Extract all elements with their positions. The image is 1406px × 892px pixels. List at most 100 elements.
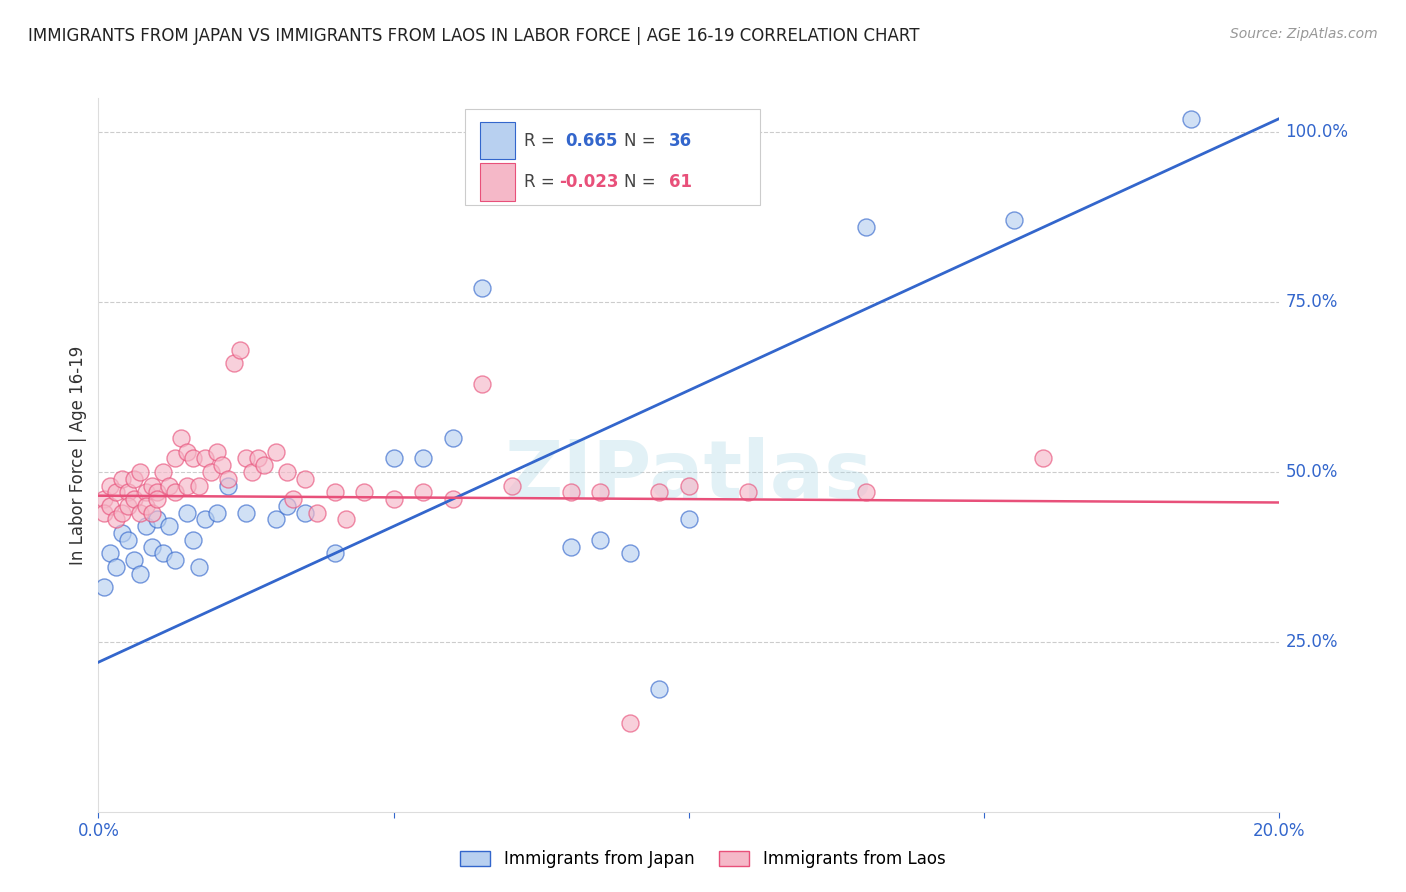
- Point: [1180, 112, 1202, 126]
- Point: [165, 451, 187, 466]
- Y-axis label: In Labor Force | Age 16-19: In Labor Force | Age 16-19: [69, 345, 87, 565]
- Point: [217, 478, 239, 492]
- Point: [648, 682, 671, 697]
- Point: [294, 506, 316, 520]
- Point: [412, 451, 434, 466]
- Point: [157, 519, 180, 533]
- Point: [128, 465, 150, 479]
- Text: 50.0%: 50.0%: [1285, 463, 1337, 481]
- Point: [441, 492, 464, 507]
- Point: [152, 546, 174, 560]
- Point: [264, 512, 287, 526]
- Point: [98, 478, 121, 492]
- Text: Source: ZipAtlas.com: Source: ZipAtlas.com: [1230, 27, 1378, 41]
- Point: [135, 499, 157, 513]
- Point: [105, 512, 128, 526]
- Point: [105, 560, 128, 574]
- Legend: Immigrants from Japan, Immigrants from Laos: Immigrants from Japan, Immigrants from L…: [454, 844, 952, 875]
- Point: [194, 451, 217, 466]
- Point: [353, 485, 375, 500]
- Point: [176, 506, 198, 520]
- Point: [335, 512, 357, 526]
- Point: [240, 465, 263, 479]
- Point: [146, 485, 169, 500]
- Point: [181, 451, 204, 466]
- Point: [128, 506, 150, 520]
- Point: [135, 485, 157, 500]
- Point: [141, 540, 163, 554]
- Point: [323, 485, 346, 500]
- Point: [305, 506, 328, 520]
- Point: [98, 499, 121, 513]
- Point: [111, 526, 134, 541]
- Point: [111, 472, 134, 486]
- FancyBboxPatch shape: [479, 122, 516, 160]
- Point: [441, 431, 464, 445]
- Point: [111, 506, 134, 520]
- Point: [200, 465, 222, 479]
- Point: [619, 546, 641, 560]
- Point: [176, 478, 198, 492]
- Point: [165, 485, 187, 500]
- Point: [105, 485, 128, 500]
- Point: [678, 478, 700, 492]
- Text: 61: 61: [669, 173, 692, 191]
- Point: [283, 492, 305, 507]
- Point: [146, 512, 169, 526]
- Point: [181, 533, 204, 547]
- Point: [619, 716, 641, 731]
- Point: [235, 451, 257, 466]
- Text: 0.665: 0.665: [565, 132, 617, 150]
- Text: R =: R =: [523, 132, 560, 150]
- Point: [165, 553, 187, 567]
- Text: 25.0%: 25.0%: [1285, 632, 1339, 651]
- Point: [229, 343, 252, 357]
- Point: [122, 492, 145, 507]
- Point: [855, 220, 877, 235]
- Point: [253, 458, 276, 472]
- Point: [205, 444, 228, 458]
- FancyBboxPatch shape: [464, 109, 759, 205]
- Text: 75.0%: 75.0%: [1285, 293, 1337, 311]
- Point: [246, 451, 269, 466]
- Point: [471, 376, 494, 391]
- Point: [471, 281, 494, 295]
- Point: [93, 492, 115, 507]
- Point: [141, 478, 163, 492]
- Point: [560, 540, 582, 554]
- Point: [264, 444, 287, 458]
- Point: [737, 485, 759, 500]
- Text: R =: R =: [523, 173, 560, 191]
- Text: N =: N =: [624, 132, 661, 150]
- Point: [276, 465, 298, 479]
- Point: [211, 458, 233, 472]
- Point: [323, 546, 346, 560]
- Point: [117, 499, 139, 513]
- Point: [501, 478, 523, 492]
- Point: [93, 506, 115, 520]
- Point: [157, 478, 180, 492]
- Point: [294, 472, 316, 486]
- Point: [187, 478, 209, 492]
- Point: [678, 512, 700, 526]
- Point: [855, 485, 877, 500]
- Point: [589, 533, 612, 547]
- Point: [382, 492, 405, 507]
- Point: [135, 519, 157, 533]
- Point: [176, 444, 198, 458]
- Point: [141, 506, 163, 520]
- Point: [560, 485, 582, 500]
- Point: [146, 492, 169, 507]
- Point: [276, 499, 298, 513]
- Text: N =: N =: [624, 173, 661, 191]
- Point: [1002, 213, 1025, 227]
- Point: [205, 506, 228, 520]
- Point: [152, 465, 174, 479]
- Point: [98, 546, 121, 560]
- Point: [187, 560, 209, 574]
- Text: ZIPatlas: ZIPatlas: [505, 437, 873, 516]
- Text: -0.023: -0.023: [560, 173, 619, 191]
- Point: [170, 431, 193, 445]
- Point: [235, 506, 257, 520]
- Point: [382, 451, 405, 466]
